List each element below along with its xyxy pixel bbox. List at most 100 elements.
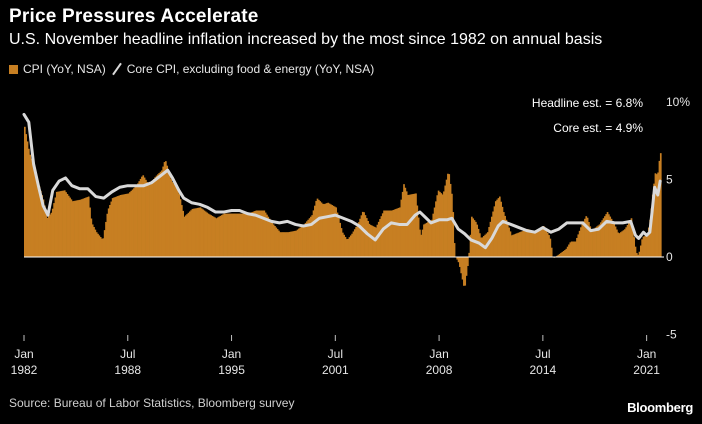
cpi-bar [191,208,194,257]
legend: CPI (YoY, NSA) Core CPI, excluding food … [9,62,380,76]
cpi-bar [311,215,314,257]
cpi-bar [576,237,578,257]
cpi-bar [594,227,597,257]
cpi-bar [345,239,348,257]
cpi-bar [49,214,51,257]
cpi-bar [647,227,650,257]
cpi-bar [471,216,473,257]
cpi-bar [109,204,111,257]
cpi-bar [616,229,618,257]
cpi-bar [472,218,475,257]
cpi-bar [87,196,90,257]
cpi-bar [413,193,416,257]
cpi-bar [376,224,379,257]
cpi-bar [613,223,616,257]
cpi-bar [427,222,429,257]
cpi-bar [47,216,50,257]
cpi-bar [94,229,97,257]
cpi-bar [303,224,306,257]
cpi-bar [565,248,568,257]
cpi-bar [408,194,411,257]
cpi-bar [142,175,145,257]
cpi-bar [391,210,393,257]
cpi-bar [173,183,175,257]
cpi-bar [67,195,70,257]
cpi-bar [324,203,327,257]
cpi-bar [605,214,608,257]
cpi-bar [37,181,39,257]
cpi-bar [502,212,505,257]
cpi-bar [318,199,320,257]
cpi-bar [399,207,401,257]
cpi-bar [363,212,365,257]
cpi-bar [392,209,395,257]
cpi-bar [612,221,614,257]
cpi-bar [361,211,364,257]
cpi-bar [319,201,322,257]
cpi-bar [475,221,477,257]
cpi-bar [220,215,223,257]
cpi-bar [31,162,34,257]
cpi-bar [270,220,272,257]
cpi-bar [349,235,352,257]
cpi-bar [461,257,464,280]
cpi-bar [276,229,279,257]
cpi-bar [561,251,564,257]
cpi-bar [316,198,319,257]
cpi-bar [584,218,586,257]
cpi-bar [428,221,431,257]
cpi-bar [385,210,388,257]
cpi-bar [236,213,239,257]
cpi-bar [240,213,243,257]
cpi-bar [54,197,57,257]
cpi-bar [290,231,292,257]
cpi-bar [207,213,210,257]
cpi-bar [557,254,560,257]
cpi-bar [242,213,244,257]
cpi-bar [73,200,75,257]
cpi-bar [590,230,593,257]
cpi-bar [433,207,436,257]
cpi-bar [78,199,81,257]
cpi-bar [288,231,291,257]
cpi-bar [404,187,407,257]
cpi-bar [188,211,191,257]
cpi-bar [170,179,173,257]
cpi-bar [186,214,188,257]
cpi-bar [298,228,300,257]
cpi-bar [598,224,601,257]
cpi-bar [228,213,231,257]
cpi-bar [562,250,565,257]
cpi-bar [85,197,87,257]
cpi-bar [63,190,66,257]
cpi-bar [421,229,424,257]
cpi-bar [556,255,558,257]
cpi-bar [355,226,357,257]
cpi-bar [208,214,211,257]
cpi-bar [161,170,163,257]
cpi-bar [149,184,151,257]
cpi-bar [74,200,77,257]
cpi-bar [419,229,421,257]
legend-label-cpi: CPI (YoY, NSA) [23,62,106,76]
cpi-bar [122,194,125,257]
y-tick-label: 0 [666,250,673,264]
cpi-bar [348,237,351,257]
cpi-bar [602,218,605,257]
cpi-bar [175,186,178,257]
cpi-bar [550,247,553,257]
cpi-bar [435,201,437,257]
cpi-bar [310,216,312,257]
cpi-bar [95,232,98,257]
cpi-bar [443,191,445,257]
cpi-bar [77,200,79,257]
cpi-bar [653,183,655,257]
cpi-bar [465,257,468,276]
cpi-bar [97,233,99,257]
cpi-bar [463,257,465,286]
cpi-bar [165,161,167,257]
cpi-bar [353,229,356,257]
cpi-bar [184,215,187,257]
cpi-bar [304,222,307,257]
